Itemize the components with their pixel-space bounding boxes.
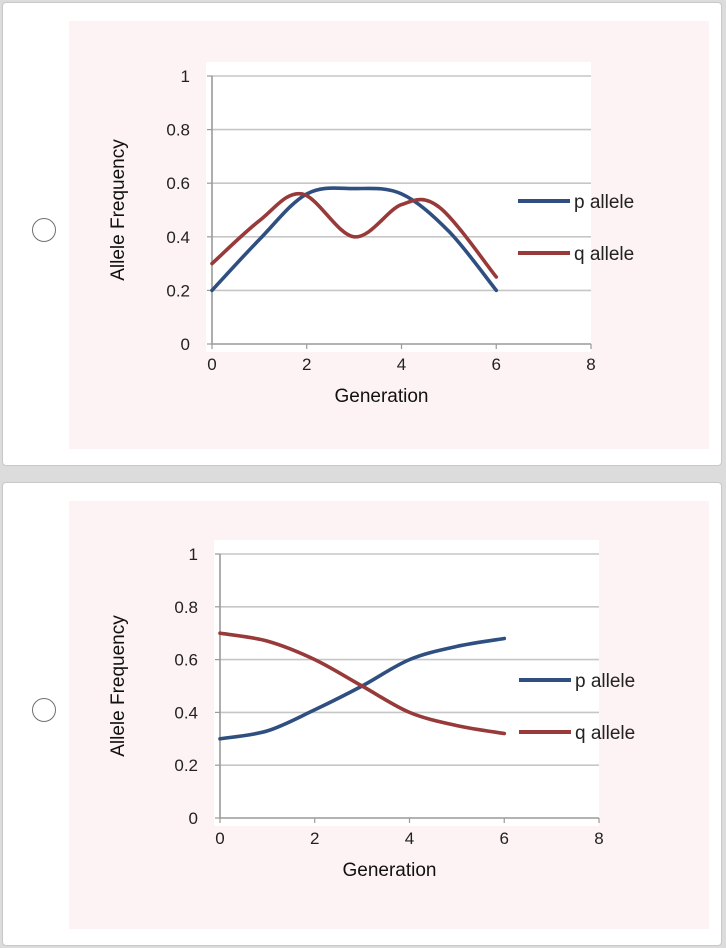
chart-area-1: 0 0.2 0.4 0.6 0.8 1 0 2 4 6 8 Generation Allele Freq… (69, 21, 709, 449)
x-axis-title: Generation (334, 386, 428, 407)
y-tick-label: 1 (189, 545, 198, 564)
y-tick-label: 0.6 (166, 174, 190, 193)
series-line-q-allele (218, 631, 507, 736)
x-tick-label: 2 (310, 829, 319, 848)
legend-label: p allele (575, 671, 635, 692)
series-line-p-allele (210, 186, 499, 293)
y-axis-title: Allele Frequency (108, 139, 129, 281)
x-tick-label: 4 (405, 829, 414, 848)
y-tick-label: 0.2 (174, 756, 198, 775)
answer-option-2[interactable]: 0 0.2 0.4 0.6 0.8 1 0 2 4 6 8 Generation Allele Freq… (2, 482, 722, 946)
x-tick-label: 6 (500, 829, 509, 848)
y-tick-label: 0.4 (174, 703, 198, 722)
y-tick-label: 0.4 (166, 228, 190, 247)
line-chart-1: 0 0.2 0.4 0.6 0.8 1 0 2 4 6 8 Generation Allele Freq… (108, 62, 634, 407)
legend-label: q allele (575, 723, 635, 744)
x-tick-label: 8 (594, 829, 603, 848)
series-line-q-allele (210, 192, 499, 279)
y-axis-title: Allele Frequency (108, 615, 129, 757)
y-tick-label: 0 (189, 809, 198, 828)
y-tick-label: 0.6 (174, 651, 198, 670)
y-tick-label: 1 (181, 67, 190, 86)
radio-button-option-2[interactable] (32, 698, 56, 722)
y-tick-label: 0.2 (166, 281, 190, 300)
x-tick-label: 2 (302, 355, 311, 374)
line-chart-2: 0 0.2 0.4 0.6 0.8 1 0 2 4 6 8 Generation Allele Freq… (108, 540, 635, 881)
legend-label: q allele (574, 244, 634, 265)
x-axis-title: Generation (342, 860, 436, 881)
x-tick-label: 6 (492, 355, 501, 374)
answer-option-1[interactable]: 0 0.2 0.4 0.6 0.8 1 0 2 4 6 8 Generation Allele Freq… (2, 2, 722, 466)
y-tick-label: 0.8 (174, 598, 198, 617)
y-tick-label: 0.8 (166, 121, 190, 140)
legend-label: p allele (574, 192, 634, 213)
x-tick-label: 4 (397, 355, 406, 374)
x-tick-label: 8 (586, 355, 595, 374)
chart-area-2: 0 0.2 0.4 0.6 0.8 1 0 2 4 6 8 Generation Allele Freq… (69, 501, 709, 929)
plot-background (214, 540, 599, 826)
radio-button-option-1[interactable] (32, 218, 56, 242)
x-tick-label: 0 (207, 355, 216, 374)
x-tick-label: 0 (215, 829, 224, 848)
y-tick-label: 0 (181, 335, 190, 354)
